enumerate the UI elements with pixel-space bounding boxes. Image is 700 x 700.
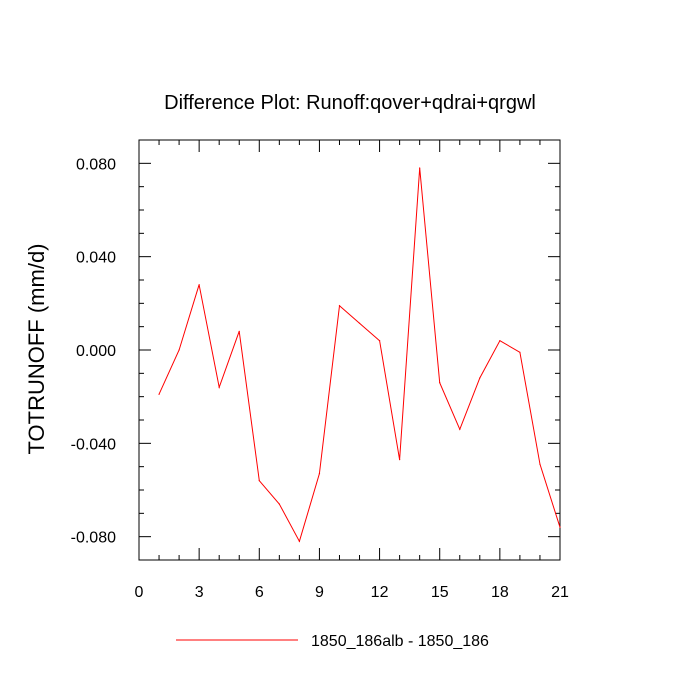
data-point xyxy=(238,330,240,332)
data-point xyxy=(419,167,421,169)
y-tick-label: 0.080 xyxy=(76,156,116,173)
x-tick-label: 18 xyxy=(491,584,509,601)
data-point xyxy=(298,540,300,542)
data-point xyxy=(278,503,280,505)
data-point xyxy=(519,351,521,353)
x-tick-label: 6 xyxy=(255,584,264,601)
x-tick-label: 3 xyxy=(195,584,204,601)
x-tick-label: 15 xyxy=(431,584,449,601)
x-tick-label: 0 xyxy=(135,584,144,601)
data-point xyxy=(499,340,501,342)
plot-frame xyxy=(138,139,561,561)
data-point xyxy=(378,340,381,342)
series-group xyxy=(158,167,561,543)
y-tick-label: -0.080 xyxy=(71,530,116,547)
x-tick-label: 9 xyxy=(315,584,324,601)
data-point xyxy=(318,473,321,475)
data-point xyxy=(338,305,341,307)
x-tick-labels: 0 3 6 9 12 15 18 21 xyxy=(135,584,569,601)
data-point xyxy=(399,459,401,461)
data-point xyxy=(198,284,200,286)
x-tick-label: 12 xyxy=(371,584,389,601)
y-axis-label: TOTRUNOFF (mm/d) xyxy=(24,243,49,454)
data-point xyxy=(218,386,220,388)
y-tick-label: 0.000 xyxy=(76,343,116,360)
y-tick-label: 0.040 xyxy=(76,250,116,267)
data-point xyxy=(539,463,541,465)
data-point xyxy=(439,382,441,384)
data-point xyxy=(258,480,260,482)
data-point xyxy=(358,322,361,324)
data-point xyxy=(459,428,461,430)
data-point xyxy=(479,377,481,379)
data-point xyxy=(158,393,160,395)
y-tick-label: -0.040 xyxy=(71,436,116,453)
series-line xyxy=(158,167,561,543)
major-ticks xyxy=(138,140,561,560)
minor-ticks xyxy=(139,139,560,561)
data-point xyxy=(559,526,561,528)
data-point xyxy=(178,349,180,351)
x-tick-label: 21 xyxy=(551,584,569,601)
legend-label: 1850_186alb - 1850_186 xyxy=(311,633,489,650)
y-tick-labels: -0.080 -0.040 0.000 0.040 0.080 xyxy=(71,156,116,546)
legend: 1850_186alb - 1850_186 xyxy=(176,633,489,650)
chart-title: Difference Plot: Runoff:qover+qdrai+qrgw… xyxy=(164,92,536,114)
